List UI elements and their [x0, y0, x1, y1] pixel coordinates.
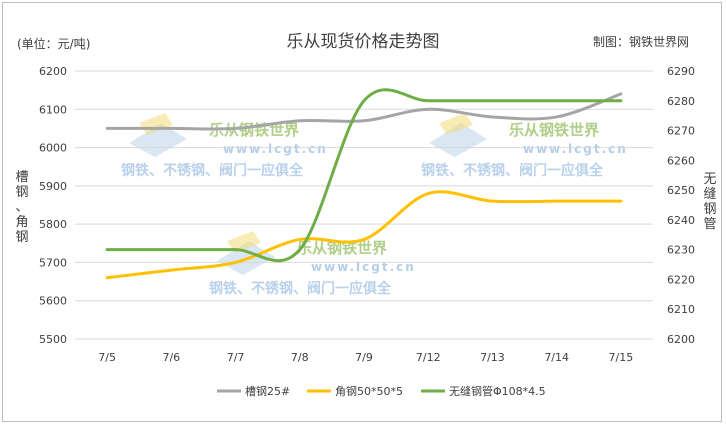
right-axis: 6200 6210 6220 6230 6240 6250 6260 6270 6280 6290 — [667, 65, 695, 346]
x-tick-label: 7/9 — [355, 351, 373, 364]
watermark-logo-icon — [429, 123, 487, 157]
gridlines — [75, 70, 653, 340]
x-tick-label: 7/6 — [162, 351, 180, 364]
y-axis-label-right: 无缝钢管 — [703, 172, 716, 232]
x-tick-label: 7/13 — [480, 351, 505, 364]
axis-label-char: 缝 — [703, 187, 716, 202]
unit-label: (单位：元/吨) — [17, 36, 90, 51]
axis-label-char: 钢 — [15, 185, 28, 200]
left-axis: 5500 5600 5700 5800 5900 6000 6100 6200 — [39, 65, 67, 346]
y-left-tick-label: 5600 — [39, 295, 67, 308]
y-left-tick-label: 5700 — [39, 256, 67, 269]
watermark-logo-icon — [227, 231, 261, 253]
watermark-logo-icon — [439, 113, 473, 135]
watermark-slogan: 钢铁、不锈钢、阀门一应俱全 — [209, 280, 392, 297]
watermark-url: www.lcgt.cn — [311, 260, 416, 274]
y-right-tick-label: 6200 — [667, 333, 695, 346]
credit-label: 制图：钢铁世界网 — [593, 35, 689, 49]
x-tick-label: 7/8 — [291, 351, 309, 364]
watermark-layer: 乐从钢铁世界www.lcgt.cn钢铁、不锈钢、阀门一应俱全乐从钢铁世界www.… — [121, 113, 628, 297]
watermark-url: www.lcgt.cn — [223, 142, 328, 156]
x-axis: 7/5 7/6 7/7 7/8 7/9 7/12 7/13 7/14 7/15 — [98, 351, 633, 364]
watermark-brand: 乐从钢铁世界 — [209, 121, 299, 139]
legend-label: 无缝钢管Φ108*4.5 — [449, 384, 546, 398]
y-right-tick-label: 6220 — [667, 273, 695, 286]
y-left-tick-label: 6100 — [39, 103, 67, 116]
x-tick-label: 7/14 — [544, 351, 569, 364]
series-line-2 — [105, 190, 623, 280]
watermark-url: www.lcgt.cn — [523, 142, 628, 156]
y-right-tick-label: 6270 — [667, 125, 695, 138]
chart-frame: 乐从钢铁世界 www.lcgt.cn 钢铁、不锈钢、阀门一应俱全 乐从钢铁世界 www.… — [2, 2, 722, 422]
y-right-tick-label: 6290 — [667, 65, 695, 78]
y-right-tick-label: 6210 — [667, 303, 695, 316]
watermark-slogan: 钢铁、不锈钢、阀门一应俱全 — [121, 162, 304, 179]
axis-label-char: 槽 — [15, 170, 28, 185]
axis-label-char: 管 — [703, 217, 716, 232]
legend-label: 角钢50*50*5 — [335, 385, 403, 398]
legend-label: 槽钢25# — [245, 385, 290, 398]
y-left-tick-label: 5900 — [39, 180, 67, 193]
watermark-logo-icon — [129, 123, 187, 157]
y-right-tick-label: 6260 — [667, 154, 695, 167]
y-left-tick-label: 6200 — [39, 65, 67, 78]
chart-title: 乐从现货价格走势图 — [287, 32, 440, 52]
watermark-brand: 乐从钢铁世界 — [297, 239, 387, 257]
x-tick-label: 7/5 — [98, 351, 116, 364]
y-axis-label-left: 槽钢、角钢 — [15, 170, 28, 245]
line-chart: 乐从钢铁世界www.lcgt.cn钢铁、不锈钢、阀门一应俱全乐从钢铁世界www.… — [15, 32, 716, 398]
watermark-slogan: 钢铁、不锈钢、阀门一应俱全 — [421, 162, 604, 179]
series-line-3 — [105, 88, 623, 263]
axis-label-char: 钢 — [703, 202, 716, 217]
axis-label-char: 、 — [15, 200, 28, 215]
axis-label-char: 钢 — [15, 230, 28, 245]
y-right-tick-label: 6280 — [667, 95, 695, 108]
x-tick-label: 7/7 — [227, 351, 245, 364]
y-right-tick-label: 6240 — [667, 214, 695, 227]
x-tick-label: 7/15 — [609, 351, 634, 364]
axis-label-char: 无 — [703, 172, 716, 187]
series-lines — [105, 88, 623, 280]
legend: 槽钢25# 角钢50*50*5 无缝钢管Φ108*4.5 — [217, 384, 546, 398]
series-line-1 — [105, 92, 623, 131]
x-tick-label: 7/12 — [416, 351, 441, 364]
y-right-tick-label: 6250 — [667, 184, 695, 197]
y-left-tick-label: 5500 — [39, 333, 67, 346]
axis-label-char: 角 — [15, 215, 28, 230]
y-right-tick-label: 6230 — [667, 244, 695, 257]
y-left-tick-label: 6000 — [39, 142, 67, 155]
watermark-brand: 乐从钢铁世界 — [509, 121, 599, 139]
y-left-tick-label: 5800 — [39, 218, 67, 231]
